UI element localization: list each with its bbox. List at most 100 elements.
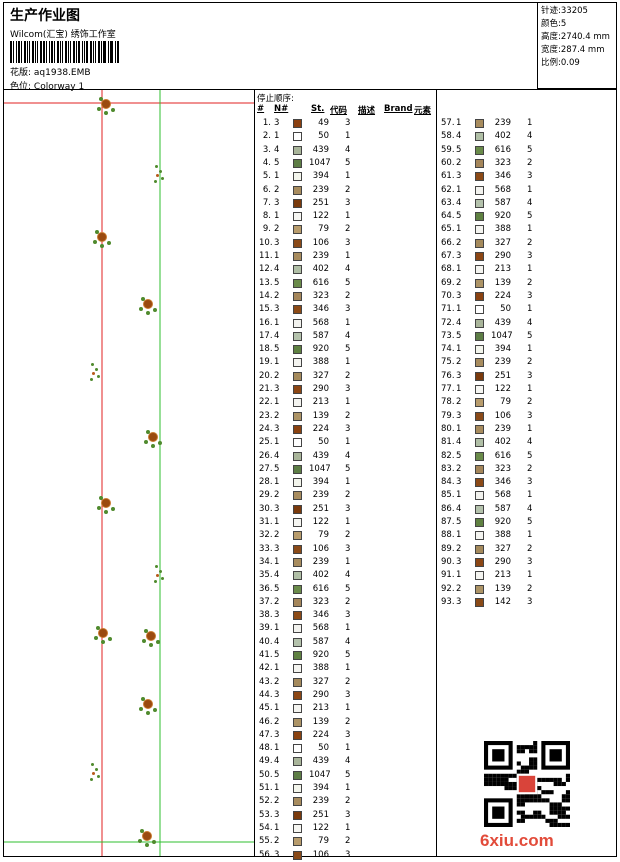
- qr-finder: [549, 749, 562, 762]
- color-swatch: [475, 371, 484, 381]
- row-color-code: 402: [494, 131, 511, 142]
- leaf-sprig-motif: [152, 162, 166, 184]
- row-color-code: 49: [318, 118, 329, 128]
- row-needle: 2: [456, 397, 462, 408]
- row-needle: 2: [274, 290, 280, 301]
- row-element: 1: [345, 477, 351, 488]
- row-needle: 5: [274, 463, 280, 474]
- row-needle: 3: [456, 596, 462, 607]
- barcode-bar: [72, 41, 75, 63]
- row-needle: 1: [274, 556, 280, 567]
- row-color-code: 402: [312, 264, 329, 275]
- row-index: 67.: [441, 251, 455, 261]
- qr-module: [520, 769, 525, 774]
- row-color-code: 394: [312, 477, 329, 488]
- row-element: 4: [345, 264, 351, 275]
- row-index: 32.: [259, 530, 273, 541]
- barcode: [10, 41, 120, 63]
- row-element: 3: [345, 384, 351, 394]
- qr-module: [529, 761, 534, 766]
- row-index: 19.: [259, 357, 273, 368]
- barcode-bar: [10, 41, 12, 63]
- row-needle: 2: [456, 157, 462, 168]
- row-index: 66.: [441, 237, 455, 248]
- row-element: 2: [345, 490, 351, 501]
- row-needle: 1: [456, 264, 462, 275]
- row-index: 1.: [262, 118, 271, 128]
- row-color-code: 122: [312, 211, 329, 222]
- qr-module: [553, 777, 558, 782]
- row-needle: 1: [274, 397, 280, 408]
- qr-module: [541, 798, 546, 803]
- color-swatch: [293, 385, 302, 394]
- barcode-bar: [84, 41, 86, 63]
- color-swatch: [475, 305, 484, 315]
- color-swatch: [293, 797, 302, 807]
- row-color-code: 616: [494, 144, 511, 155]
- row-needle: 1: [274, 703, 280, 714]
- qr-module: [561, 806, 566, 811]
- row-color-code: 122: [494, 384, 511, 394]
- row-color-code: 920: [494, 517, 511, 527]
- row-color-code: 290: [494, 251, 511, 261]
- row-needle: 1: [456, 344, 462, 355]
- design-stats: 针迹:33205 颜色:5 高度:2740.4 mm 宽度:287.4 mm 比…: [537, 3, 617, 89]
- row-needle: 3: [456, 410, 462, 421]
- qr-code: [484, 741, 570, 827]
- barcode-bar: [45, 41, 47, 63]
- row-needle: 1: [274, 743, 280, 754]
- barcode-bar: [100, 41, 102, 63]
- row-element: 2: [527, 463, 533, 474]
- row-element: 1: [345, 171, 351, 182]
- qr-module: [533, 810, 538, 815]
- row-color-code: 139: [312, 410, 329, 421]
- colorway-label: 色位:: [10, 82, 32, 92]
- row-color-code: 327: [494, 543, 511, 554]
- row-color-code: 616: [312, 583, 329, 594]
- color-swatch: [293, 504, 302, 514]
- color-swatch: [293, 464, 302, 474]
- color-swatch: [293, 491, 302, 501]
- qr-module: [512, 781, 517, 787]
- color-swatch: [475, 424, 484, 434]
- row-index: 13.: [259, 277, 273, 288]
- row-color-code: 920: [494, 211, 511, 222]
- row-index: 60.: [441, 157, 455, 168]
- colorway: 色位: Colorway 1: [10, 79, 84, 92]
- row-element: 5: [527, 144, 533, 155]
- color-swatch: [293, 371, 302, 381]
- row-color-code: 587: [312, 636, 329, 647]
- color-swatch: [293, 810, 302, 820]
- row-needle: 4: [456, 503, 462, 514]
- row-needle: 3: [274, 503, 280, 514]
- sheet-subtitle: Wilcom(汇宝) 绣饰工作室: [10, 30, 116, 40]
- color-swatch: [475, 331, 484, 341]
- row-color-code: 79: [318, 530, 329, 541]
- row-index: 56.: [259, 849, 273, 860]
- color-swatch: [293, 597, 302, 607]
- row-element: 1: [527, 490, 533, 501]
- qr-module: [565, 806, 570, 811]
- column-divider: [436, 89, 437, 856]
- qr-module: [516, 749, 521, 754]
- row-needle: 2: [456, 583, 462, 594]
- barcode-bar: [86, 41, 89, 63]
- row-needle: 5: [274, 583, 280, 594]
- row-element: 1: [345, 623, 351, 634]
- qr-module: [516, 810, 521, 815]
- row-index: 9.: [262, 224, 271, 235]
- row-needle: 1: [456, 384, 462, 394]
- barcode-bar: [50, 41, 54, 63]
- qr-module: [529, 794, 534, 799]
- barcode-bar: [65, 41, 67, 63]
- color-swatch: [475, 451, 484, 461]
- color-swatch: [293, 451, 302, 461]
- row-needle: 2: [274, 410, 280, 421]
- row-index: 78.: [441, 397, 455, 408]
- row-element: 1: [345, 317, 351, 328]
- production-sheet: 生产作业图 Wilcom(汇宝) 绣饰工作室 花版: aq1938.EMB 色位…: [3, 2, 617, 860]
- barcode-bar: [37, 41, 38, 63]
- row-index: 31.: [259, 517, 273, 527]
- row-element: 2: [345, 796, 351, 807]
- row-element: 2: [527, 397, 533, 408]
